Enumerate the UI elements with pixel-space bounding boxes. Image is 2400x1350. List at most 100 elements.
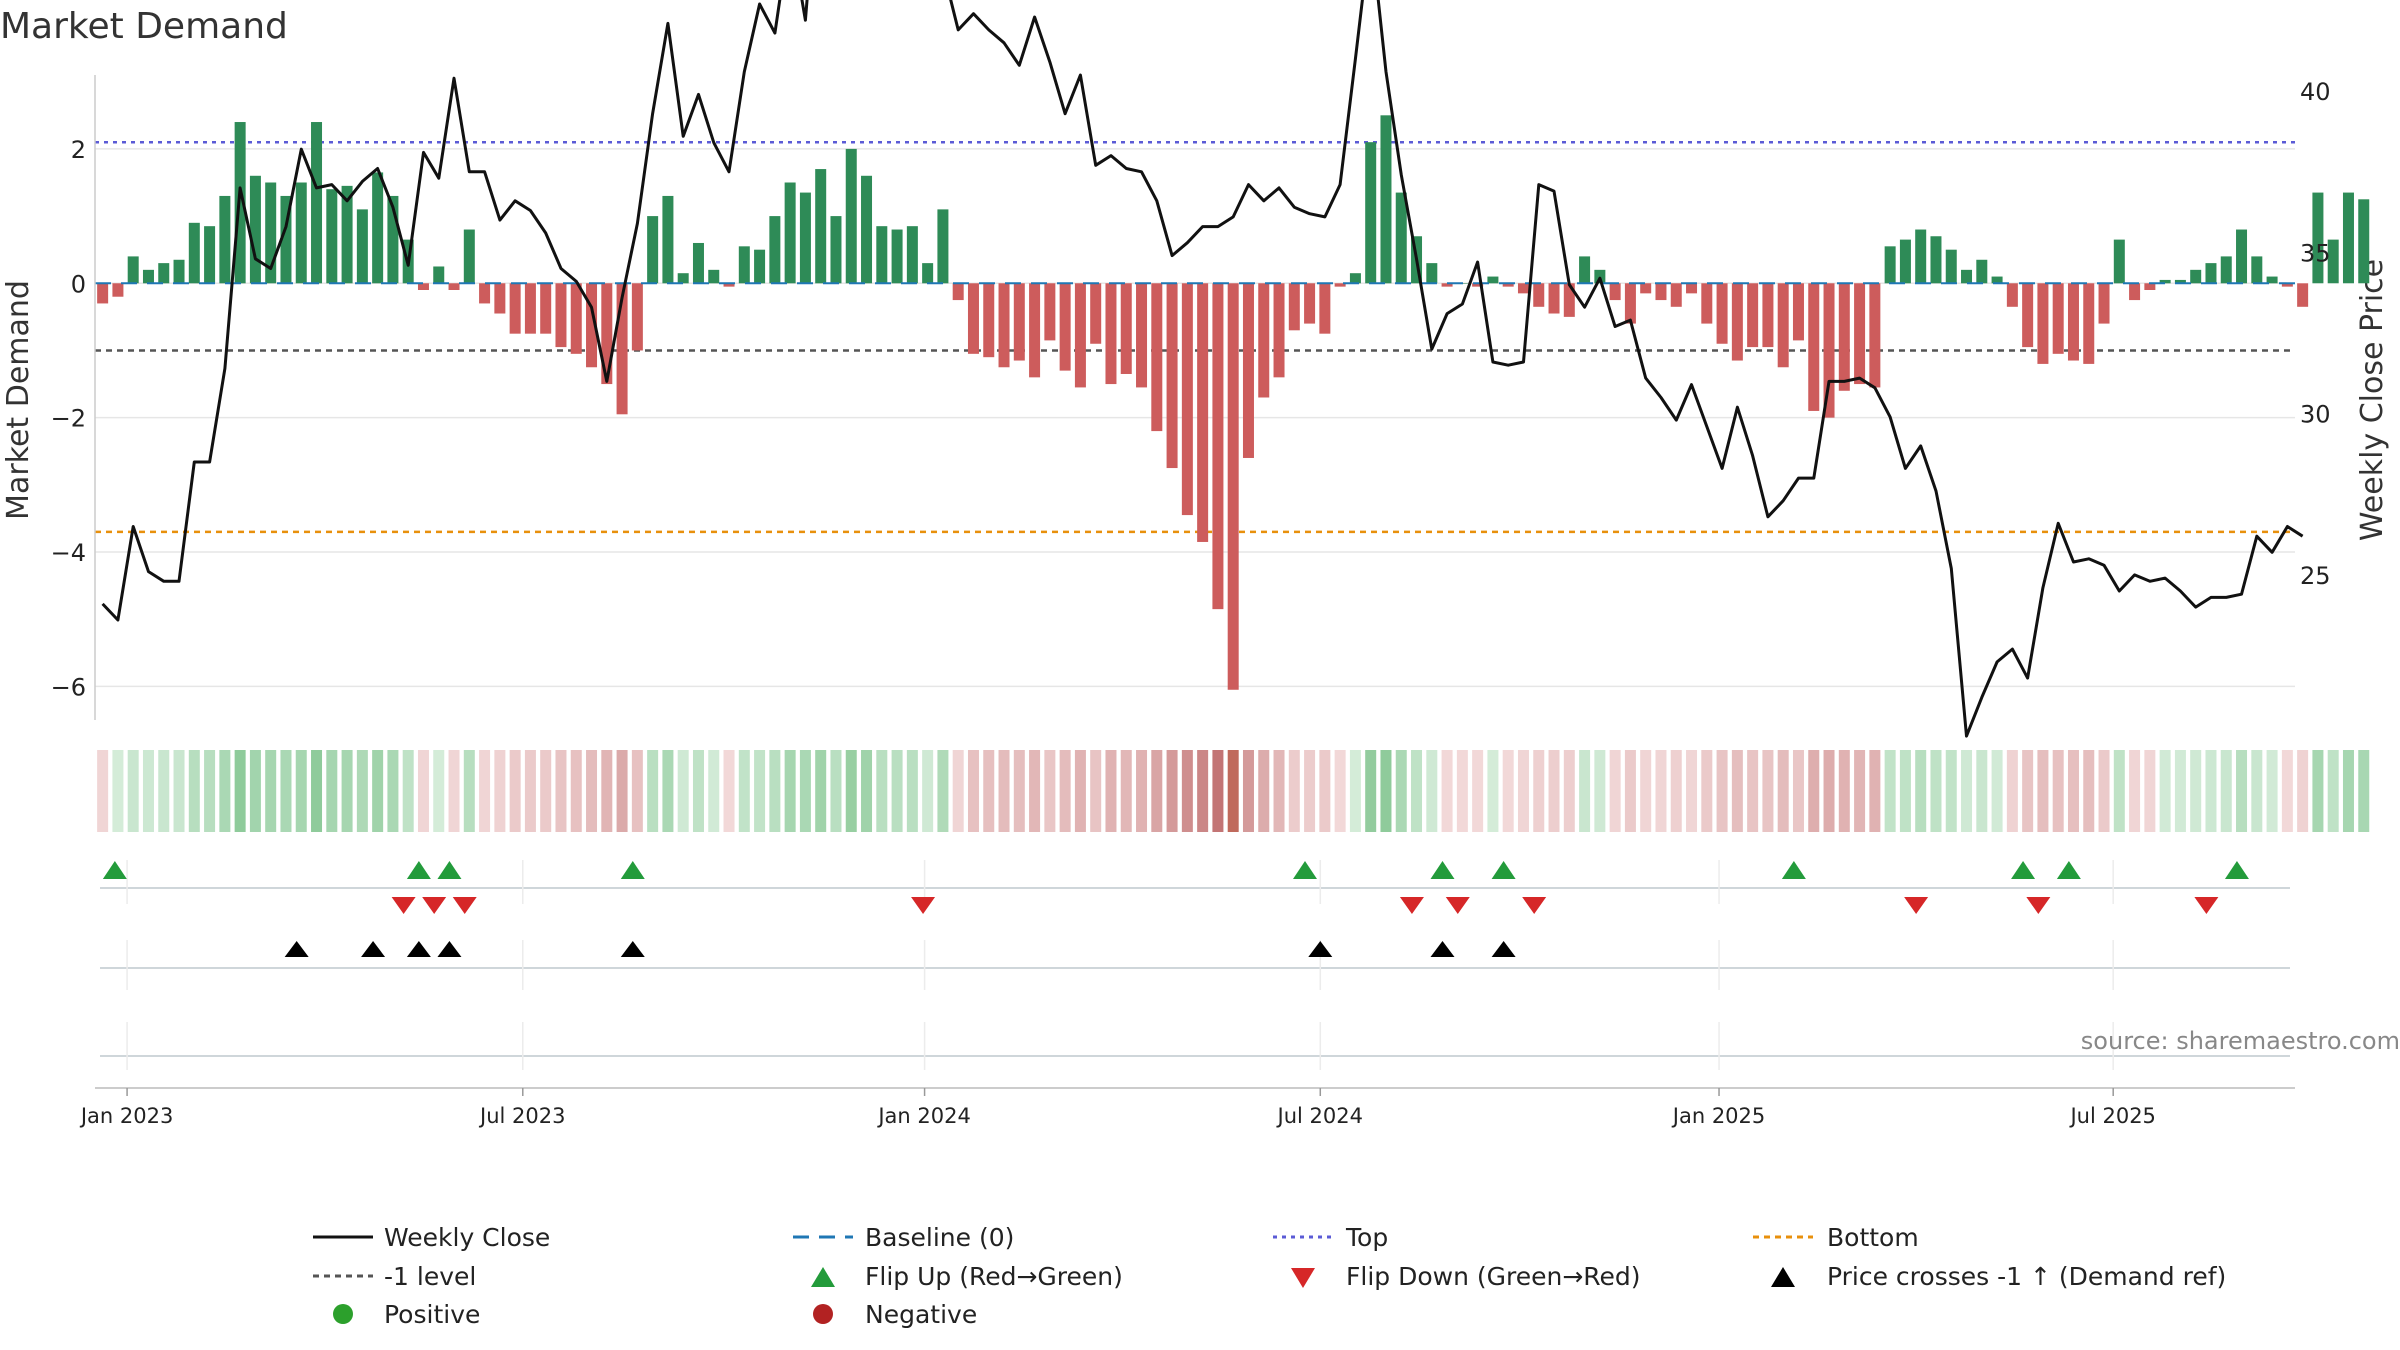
demand-bar [2144,283,2156,290]
flip-up-marker [1491,861,1516,879]
strip-cell [906,750,918,832]
demand-bar [738,246,750,284]
demand-bar [2342,192,2354,284]
flip-down-marker [911,897,936,914]
demand-bar [1854,283,1866,385]
y2-axis-ticks: 40 35 30 25 [2300,78,2331,590]
demand-bar [249,175,261,284]
x-tick-label: Jul 2023 [478,1104,565,1128]
strip-cell [1548,750,1560,832]
strip-cell [1487,750,1499,832]
demand-bar [1899,239,1911,284]
strip-cell [983,750,995,832]
demand-bar [861,175,873,284]
strip-cell [601,750,613,832]
strip-cell [1365,750,1377,832]
legend-flip-up: Flip Up (Red→Green) [811,1262,1123,1291]
demand-bar [1181,283,1193,516]
demand-bar [937,209,949,284]
y2-tick-label: 30 [2300,401,2331,429]
demand-bar [372,172,384,284]
strip-cell [2190,750,2202,832]
flip-down-marker [422,897,447,914]
flip-up-marker [620,861,645,879]
strip-cell [922,750,934,832]
demand-bar [295,182,307,284]
flip-up-marker [1781,861,1806,879]
strip-cell [265,750,277,832]
strip-cell [738,750,750,832]
demand-bar [509,283,521,334]
strip-cell [479,750,491,832]
demand-bar [876,226,888,284]
demand-bar [173,259,185,284]
flip-down-marker [2026,897,2051,914]
demand-bar [1823,283,1835,418]
strip-cell [1686,750,1698,832]
strip-cell [280,750,292,832]
strip-cell [2052,750,2064,832]
strip-cell [1380,750,1392,832]
demand-bars [97,115,2370,690]
strip-cell [1854,750,1866,832]
strip-cell [662,750,674,832]
demand-bar [2159,279,2171,284]
strip-cell [967,750,979,832]
demand-bar [1059,283,1071,371]
strip-cell [1319,750,1331,832]
demand-bar [570,283,582,354]
demand-bar [601,283,613,385]
strip-cell [1716,750,1728,832]
demand-bar [1838,283,1850,391]
demand-bar [784,182,796,284]
strip-cell [219,750,231,832]
flip-down-marker [1904,897,1929,914]
legend-bottom: Bottom [1753,1223,1919,1252]
y2-tick-label: 25 [2300,562,2331,590]
demand-bar [2067,283,2079,361]
demand-bar [2129,283,2141,301]
demand-bar [1808,283,1820,411]
strip-cell [677,750,689,832]
flip-up-markers [102,861,2249,879]
strip-cell [173,750,185,832]
strip-cell [2174,750,2186,832]
demand-bar [2205,263,2217,284]
y-tick-label: −2 [51,405,86,433]
x-tick-label: Jul 2025 [2068,1104,2155,1128]
demand-bar [524,283,536,334]
source-note: source: sharemaestro.com [2081,1027,2400,1055]
legend-weekly-close-label: Weekly Close [384,1223,550,1252]
gridlines [95,148,2295,688]
strip-cell [1991,750,2003,832]
strip-cell [295,750,307,832]
demand-bar [1961,269,1973,284]
demand-bar [127,256,139,284]
strip-cell [1105,750,1117,832]
demand-bar [1074,283,1086,388]
demand-bar [188,222,200,284]
demand-bar [158,263,170,284]
demand-bar [616,283,628,415]
demand-bar [1945,249,1957,284]
strip-cell [1777,750,1789,832]
demand-bar [1212,283,1224,610]
strip-cell [1762,750,1774,832]
flip-down-markers [391,897,2219,914]
demand-bar [1792,283,1804,341]
strip-cell [326,750,338,832]
price-cross-marker [406,941,431,957]
strip-cell [1915,750,1927,832]
demand-bar [1197,283,1209,542]
strip-cell [2266,750,2278,832]
legend-positive: Positive [333,1300,480,1329]
demand-bar [586,283,598,368]
strip-cell [570,750,582,832]
strip-cell [2358,750,2370,832]
demand-bar [463,229,475,284]
strip-cell [1961,750,1973,832]
strip-cell [692,750,704,832]
demand-bar [341,185,353,284]
demand-bar [2358,199,2370,284]
